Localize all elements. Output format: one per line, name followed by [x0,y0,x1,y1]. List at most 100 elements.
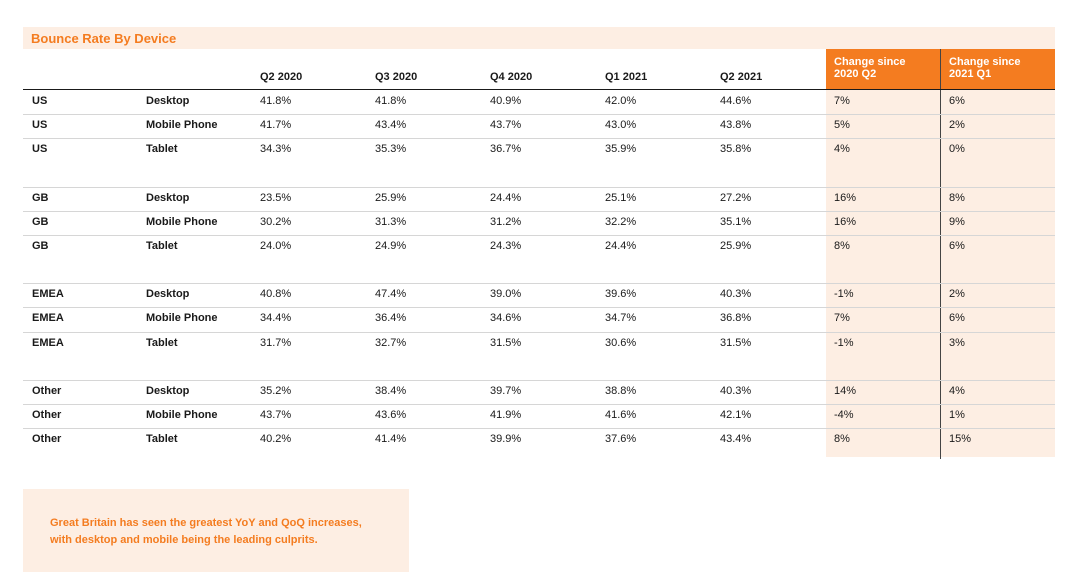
table-cell: 41.9% [490,409,522,421]
table-cell: 39.9% [490,433,522,446]
table-cell: 31.2% [490,215,522,228]
table-cell: 40.3% [720,288,752,301]
table-cell: 8% [834,433,850,446]
table-cell: 43.4% [375,119,407,132]
table-cell: 24.4% [605,240,637,252]
table-cell: 16% [834,215,857,228]
row-separator [23,235,1055,236]
table-cell: 8% [834,240,850,252]
table-cell: 38.4% [375,384,407,397]
row-separator [23,404,1055,405]
table-cell: 25.9% [720,240,752,252]
row-region-label: US [32,119,48,132]
row-device-label: Tablet [146,143,178,156]
table-cell: 8% [949,191,965,204]
table-cell: 40.9% [490,95,522,107]
row-separator [23,138,1055,140]
table-cell: 5% [834,119,850,132]
row-device-label: Tablet [146,336,178,349]
column-header: Q3 2020 [375,71,418,83]
table-cell: 37.6% [605,433,637,446]
row-region-label: US [32,95,48,107]
table-cell: 4% [834,143,850,156]
table-cell: -1% [834,336,854,349]
table-cell: 25.9% [375,191,407,204]
change-header-line-1: Change since [949,56,1021,68]
row-separator [23,210,1055,212]
insight-line-2: with desktop and mobile being the leadin… [50,534,318,546]
table-cell: 41.7% [260,119,292,132]
table-cell: 44.6% [720,95,752,107]
row-device-label: Tablet [146,240,178,252]
table-cell: 34.7% [605,312,637,325]
change-header-line-2: 2021 Q1 [949,68,992,80]
table-title: Bounce Rate By Device [31,31,177,46]
table-cell: 35.2% [260,384,292,397]
table-cell: 43.4% [720,433,752,446]
table-cell: 41.4% [375,433,407,446]
table-cell: 43.0% [605,119,637,132]
row-separator [23,114,1055,116]
table-cell: 32.2% [605,215,637,228]
group-separator [23,283,1055,285]
row-separator [23,428,1055,430]
table-cell: 43.6% [375,409,407,421]
table-cell: 39.7% [490,384,522,397]
table-cell: 43.8% [720,119,752,132]
row-region-label: Other [32,384,62,397]
table-cell: 7% [834,95,850,107]
table-cell: 40.2% [260,433,292,446]
table-cell: 31.7% [260,336,292,349]
table-cell: 25.1% [605,191,637,204]
table-cell: 24.4% [490,191,522,204]
change-header-line-1: Change since [834,56,906,68]
table-cell: 47.4% [375,288,407,301]
table-cell: 42.1% [720,409,752,421]
row-device-label: Mobile Phone [146,119,218,132]
row-device-label: Mobile Phone [146,215,218,228]
row-region-label: US [32,143,48,156]
table-cell: 36.8% [720,312,752,325]
table-cell: 6% [949,95,965,107]
table-cell: 39.6% [605,288,637,301]
table-cell: 35.8% [720,143,752,156]
table-title-bar: Bounce Rate By Device [23,27,1055,49]
table-cell: 34.3% [260,143,292,156]
row-region-label: EMEA [32,336,64,349]
table-cell: 0% [949,143,965,156]
table-cell: 6% [949,312,965,325]
column-header: Q2 2020 [260,71,303,83]
row-region-label: GB [32,240,49,252]
table-cell: 41.8% [375,95,407,107]
row-separator [23,307,1055,309]
table-cell: 4% [949,384,965,397]
table-cell: -1% [834,288,854,301]
table-cell: 36.7% [490,143,522,156]
table-cell: 35.9% [605,143,637,156]
table-cell: 34.4% [260,312,292,325]
table-cell: 36.4% [375,312,407,325]
insight-callout: Great Britain has seen the greatest YoY … [23,489,409,572]
insight-text: Great Britain has seen the greatest YoY … [50,515,400,549]
table-cell: 38.8% [605,384,637,397]
row-device-label: Desktop [146,288,190,301]
row-region-label: EMEA [32,312,64,325]
row-region-label: EMEA [32,288,64,301]
table-cell: 23.5% [260,191,292,204]
table-cell: 27.2% [720,191,752,204]
header-rule [23,89,1055,90]
table-cell: -4% [834,409,854,421]
change-column-header: Change since 2021 Q1 [941,49,1055,89]
table-cell: 31.5% [490,336,522,349]
row-device-label: Mobile Phone [146,409,218,421]
row-separator [23,331,1055,333]
table-cell: 30.6% [605,336,637,349]
column-header: Q1 2021 [605,71,648,83]
row-device-label: Desktop [146,384,190,397]
table-cell: 31.3% [375,215,407,228]
table-cell: 35.3% [375,143,407,156]
table-cell: 3% [949,336,965,349]
table-cell: 7% [834,312,850,325]
table-cell: 41.6% [605,409,637,421]
table-cell: 24.3% [490,240,522,252]
